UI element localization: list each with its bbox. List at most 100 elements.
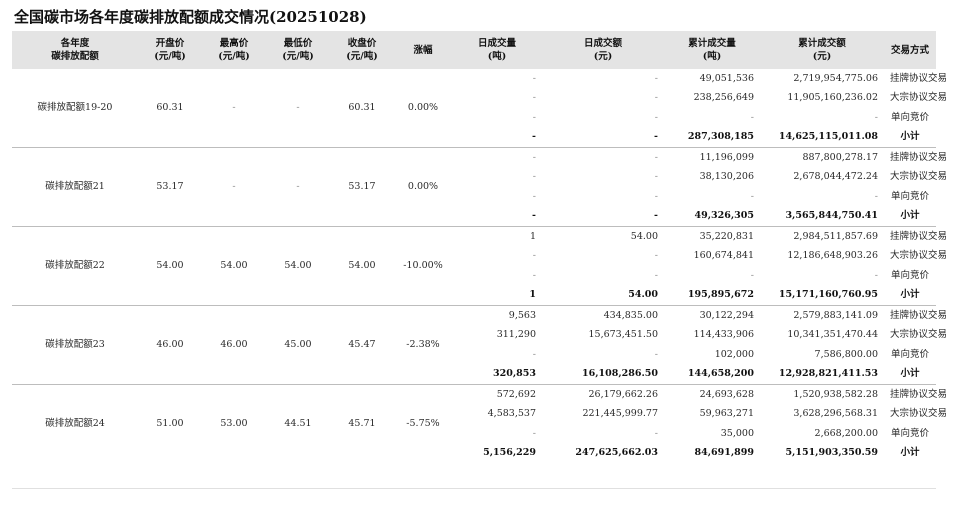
trade-method: 挂牌协议交易: [890, 151, 948, 163]
high-price: 53.00: [220, 418, 248, 429]
trade-method: 单向竞价: [890, 427, 929, 439]
subtotal-row: 1 54.00 195,895,672 15,171,160,760.95 小计: [12, 285, 936, 306]
cum-volume: 11,196,099: [699, 151, 754, 163]
day-amount: -: [654, 250, 658, 262]
group-name: 碳排放配额23: [12, 305, 138, 385]
change-pct: -5.75%: [406, 418, 440, 429]
group-name: 碳排放配额19-20: [12, 69, 138, 148]
cum-volume: -: [750, 111, 754, 123]
day-amount: -: [654, 111, 658, 123]
table-row: 碳排放配额22 54.00 54.00 54.00 54.00 -10.00% …: [12, 226, 948, 306]
trade-method: 小计: [884, 285, 936, 306]
day-amount: 54.00: [542, 285, 664, 306]
trade-method: 小计: [900, 447, 920, 459]
cum-amount: 1,520,938,582.28: [793, 388, 878, 400]
day-amount: 247,625,662.03: [575, 447, 658, 459]
high-price: 46.00: [202, 305, 266, 385]
table-row: - - 35,000 2,668,200.00 单向竞价: [12, 424, 936, 444]
table-row: - - 38,130,206 2,678,044,472.24 大宗协议交易: [12, 168, 947, 188]
day-amount: 26,179,662.26: [588, 388, 658, 400]
close-price: 60.31: [330, 69, 394, 148]
day-volume: -: [532, 190, 536, 202]
day-volume: -: [532, 250, 536, 262]
subtotal-row: 5,156,229 247,625,662.03 84,691,899 5,15…: [12, 444, 936, 464]
trade-method: 小计: [884, 206, 936, 227]
trade-method: 单向竞价: [890, 111, 929, 123]
header-high: 最高价 (元/吨): [202, 31, 266, 69]
low-price: -: [266, 147, 330, 227]
table-row: 碳排放配额19-20 60.31 - - 60.31 0.00% - - 49,…: [12, 69, 948, 148]
trade-method: 挂牌协议交易: [890, 72, 948, 84]
group-name: 碳排放配额22: [12, 226, 138, 306]
header-low: 最低价 (元/吨): [266, 31, 330, 69]
day-amount: 434,835.00: [603, 309, 658, 321]
group-name: 碳排放配额21: [12, 147, 138, 227]
day-amount: 15,673,451.50: [588, 329, 658, 341]
trade-method: 小计: [884, 364, 936, 385]
high-price: 54.00: [202, 226, 266, 306]
trade-method: 大宗协议交易: [890, 250, 948, 262]
table-row: - - 238,256,649 11,905,160,236.02 大宗协议交易: [12, 89, 948, 109]
header-method: 交易方式: [884, 31, 936, 69]
open-price: 46.00: [138, 305, 202, 385]
table-row: 碳排放配额23 46.00 46.00 45.00 45.47 -2.38% 9…: [12, 305, 947, 385]
table-row: 碳排放配额24 51.00 53.00 44.51 45.71 -5.75% 5…: [12, 385, 947, 429]
table-body: 碳排放配额19-20 60.31 - - 60.31 0.00% - - 49,…: [12, 69, 948, 464]
cum-volume: 30,122,294: [699, 309, 754, 321]
open-price: 53.17: [138, 147, 202, 227]
cum-volume: 49,326,305: [664, 206, 760, 227]
header-cum-volume: 累计成交量 (吨): [664, 31, 760, 69]
cum-volume: 59,963,271: [699, 408, 754, 420]
cum-amount: 12,186,648,903.26: [787, 250, 878, 262]
trade-method: 单向竞价: [890, 269, 929, 281]
cum-amount: -: [874, 269, 878, 281]
day-volume: 5,156,229: [483, 447, 536, 459]
cum-amount: 5,151,903,350.59: [785, 447, 878, 459]
day-amount: -: [542, 127, 664, 148]
close-price: 54.00: [330, 226, 394, 306]
cum-amount: 2,668,200.00: [814, 427, 878, 439]
day-volume: 9,563: [508, 309, 536, 321]
cum-volume: 287,308,185: [664, 127, 760, 148]
cum-amount: 10,341,351,470.44: [787, 329, 878, 341]
cum-volume: -: [750, 269, 754, 281]
table-row: - - 160,674,841 12,186,648,903.26 大宗协议交易: [12, 247, 948, 267]
header-day-amount: 日成交额 (元): [542, 31, 664, 69]
open-price: 60.31: [138, 69, 202, 148]
day-volume: -: [452, 127, 542, 148]
day-volume: -: [532, 72, 536, 84]
table-row: 4,583,537 221,445,999.77 59,963,271 3,62…: [12, 405, 947, 425]
cum-volume: 24,693,628: [699, 388, 754, 400]
day-amount: -: [654, 269, 658, 281]
day-amount: -: [654, 348, 658, 360]
cum-volume: 35,220,831: [699, 230, 754, 242]
trade-method: 大宗协议交易: [890, 92, 948, 104]
day-amount: -: [654, 92, 658, 104]
day-amount: 16,108,286.50: [542, 364, 664, 385]
trade-method: 大宗协议交易: [890, 329, 948, 341]
cum-amount: 2,984,511,857.69: [793, 230, 878, 242]
day-volume: -: [532, 171, 536, 183]
cum-amount: 887,800,278.17: [802, 151, 878, 163]
trade-method: 小计: [884, 127, 936, 148]
change-pct: 0.00%: [394, 147, 452, 227]
day-volume: -: [532, 269, 536, 281]
day-amount: -: [654, 190, 658, 202]
cum-volume: 102,000: [714, 348, 754, 360]
day-amount: -: [654, 72, 658, 84]
table-row: 碳排放配额21 53.17 - - 53.17 0.00% - - 11,196…: [12, 147, 948, 227]
cum-amount: 3,628,296,568.31: [793, 408, 878, 420]
change-pct: 0.00%: [394, 69, 452, 148]
close-price: 45.47: [330, 305, 394, 385]
open-price: 54.00: [138, 226, 202, 306]
table-row: 311,290 15,673,451.50 114,433,906 10,341…: [12, 326, 948, 346]
cum-volume: 114,433,906: [693, 329, 754, 341]
open-price: 51.00: [156, 418, 184, 429]
cum-volume: 160,674,841: [693, 250, 754, 262]
header-product: 各年度 碳排放配额: [12, 31, 138, 69]
day-volume: -: [452, 206, 542, 227]
day-volume: -: [532, 151, 536, 163]
table-row: - - - - 单向竞价: [12, 187, 936, 207]
low-price: 44.51: [284, 418, 312, 429]
trade-method: 挂牌协议交易: [890, 230, 948, 242]
